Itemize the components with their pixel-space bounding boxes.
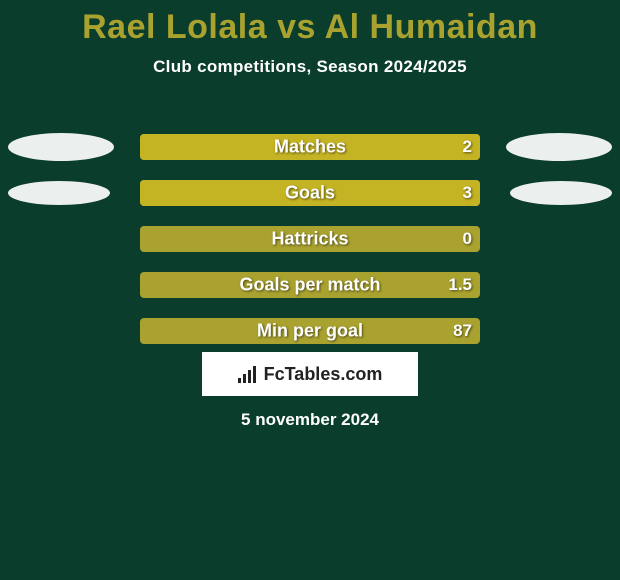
bar-back	[140, 226, 480, 252]
stat-row: Goals3	[0, 170, 620, 216]
bar-back	[140, 318, 480, 344]
bar-fill	[140, 180, 480, 206]
comparison-card: Rael Lolala vs Al Humaidan Club competit…	[0, 0, 620, 580]
player-right-ellipse	[510, 181, 612, 205]
bar-fill	[140, 134, 480, 160]
stat-row: Hattricks0	[0, 216, 620, 262]
page-title: Rael Lolala vs Al Humaidan	[0, 0, 620, 47]
player-left-ellipse	[8, 133, 114, 161]
stat-row: Goals per match1.5	[0, 262, 620, 308]
stat-row: Matches2	[0, 124, 620, 170]
bars-icon	[238, 365, 256, 383]
player-left-ellipse	[8, 181, 110, 205]
branding-label: FcTables.com	[238, 364, 383, 385]
stat-rows: Matches2Goals3Hattricks0Goals per match1…	[0, 124, 620, 354]
branding-box: FcTables.com	[202, 352, 418, 396]
date-line: 5 november 2024	[0, 410, 620, 430]
bar-back	[140, 272, 480, 298]
branding-text: FcTables.com	[264, 364, 383, 385]
player-right-ellipse	[506, 133, 612, 161]
stat-row: Min per goal87	[0, 308, 620, 354]
subtitle: Club competitions, Season 2024/2025	[0, 57, 620, 77]
